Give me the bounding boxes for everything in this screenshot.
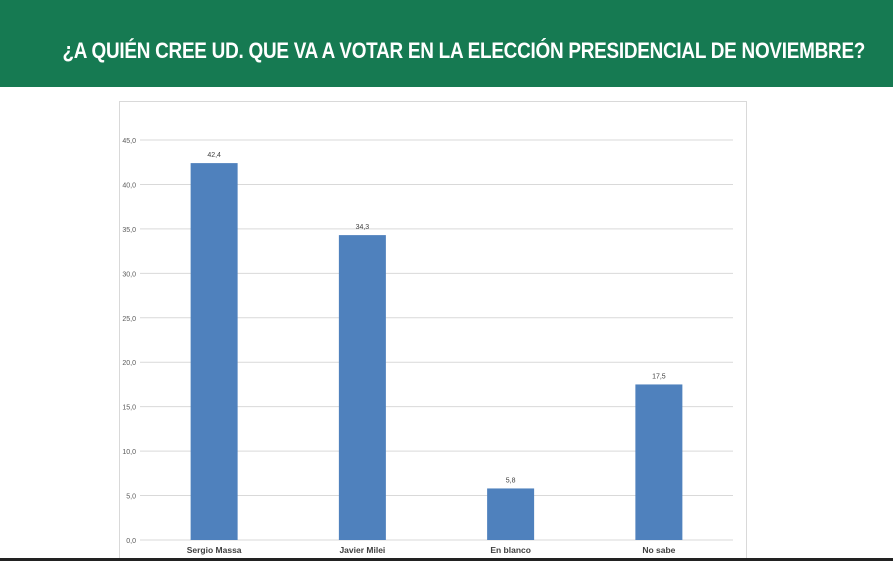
page-title: ¿A QUIÉN CREE UD. QUE VA A VOTAR EN LA E… <box>62 38 866 63</box>
x-tick-label: No sabe <box>642 545 675 555</box>
y-tick-label: 30,0 <box>122 271 136 278</box>
bar <box>338 235 386 540</box>
y-tick-label: 0,0 <box>126 538 136 545</box>
y-tick-label: 25,0 <box>122 316 136 323</box>
x-tick-label: En blanco <box>490 545 531 555</box>
data-label: 34,3 <box>356 224 370 231</box>
data-label: 17,5 <box>652 373 666 380</box>
data-label: 42,4 <box>207 152 221 159</box>
x-tick-label: Javier Milei <box>339 545 385 555</box>
y-tick-label: 45,0 <box>122 138 136 145</box>
x-tick-label: Sergio Massa <box>187 545 242 555</box>
data-label: 5,8 <box>506 477 516 484</box>
bar <box>190 163 238 540</box>
header-banner: ¿A QUIÉN CREE UD. QUE VA A VOTAR EN LA E… <box>0 0 893 87</box>
y-tick-label: 5,0 <box>126 494 136 501</box>
y-tick-label: 40,0 <box>122 182 136 189</box>
y-tick-label: 10,0 <box>122 449 136 456</box>
bottom-border <box>0 558 893 561</box>
bar <box>635 384 683 540</box>
y-tick-label: 20,0 <box>122 360 136 367</box>
bar <box>487 488 535 540</box>
y-tick-label: 15,0 <box>122 405 136 412</box>
y-tick-label: 35,0 <box>122 227 136 234</box>
